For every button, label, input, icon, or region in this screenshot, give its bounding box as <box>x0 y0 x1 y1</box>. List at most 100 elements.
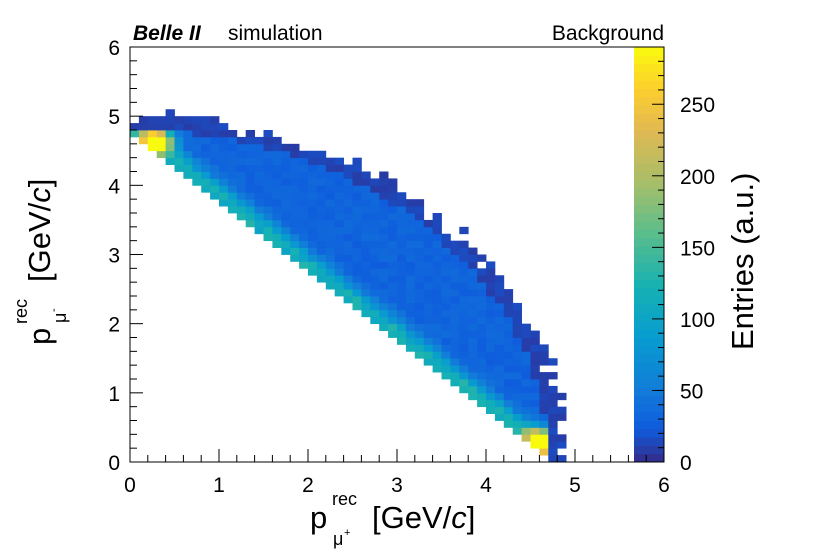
heatmap-cell <box>494 337 505 345</box>
heatmap-cell <box>281 206 291 214</box>
heatmap-cell <box>361 206 371 214</box>
heatmap-cell <box>263 136 273 145</box>
heatmap-cell <box>459 365 469 373</box>
heatmap-cell <box>334 185 344 193</box>
heatmap-cell <box>290 150 300 159</box>
heatmap-cell <box>521 330 531 338</box>
heatmap-cell <box>521 323 531 331</box>
heatmap-cell <box>468 282 478 290</box>
heatmap-cell <box>388 316 398 325</box>
heatmap-cell <box>459 240 469 248</box>
colorbar-band <box>634 154 664 164</box>
heatmap-cell <box>441 282 451 290</box>
heatmap-cell <box>539 420 549 428</box>
heatmap-cell <box>432 302 442 311</box>
heatmap-cell <box>397 337 407 345</box>
colorbar-band <box>634 246 664 255</box>
heatmap-cell <box>183 123 193 131</box>
heatmap-cell <box>130 123 140 131</box>
heatmap-cell <box>308 226 318 235</box>
colorbar-tick-label: 50 <box>680 380 703 403</box>
heatmap-cell <box>379 296 389 304</box>
heatmap-cell <box>397 261 407 269</box>
heatmap-cell <box>334 164 344 172</box>
heatmap-cell <box>414 226 425 235</box>
heatmap-cell <box>423 240 433 248</box>
heatmap-cell <box>299 192 309 200</box>
heatmap-cell <box>281 150 291 159</box>
colorbar-tick-label: 200 <box>680 166 715 189</box>
heatmap-cell <box>316 233 327 242</box>
heatmap-cell <box>352 302 362 311</box>
heatmap-cell <box>236 213 247 221</box>
heatmap-cell <box>423 351 433 359</box>
heatmap-cell <box>201 185 211 193</box>
heatmap-cell <box>379 192 389 200</box>
heatmap-cell <box>423 219 433 228</box>
heatmap-cell <box>486 323 496 331</box>
heatmap-cell <box>468 296 478 304</box>
heatmap-cell <box>192 157 202 165</box>
heatmap-cell <box>254 150 264 159</box>
heatmap-cell <box>521 344 531 352</box>
heatmap-cell <box>503 302 514 311</box>
heatmap-cell <box>539 434 549 442</box>
heatmap-cell <box>486 302 496 311</box>
colorbar-band <box>634 163 664 172</box>
heatmap-cell <box>227 136 238 145</box>
heatmap-cell <box>165 116 175 124</box>
heatmap-cell <box>370 199 380 207</box>
heatmap-cell <box>254 164 264 172</box>
heatmap-cell <box>138 130 149 138</box>
heatmap-cell <box>432 337 442 345</box>
heatmap-cell <box>548 392 558 401</box>
heatmap-cell <box>459 289 469 297</box>
heatmap-cell <box>441 302 451 311</box>
heatmap-cell <box>486 399 496 408</box>
heatmap-cell <box>165 136 175 145</box>
heatmap-cell <box>441 337 451 345</box>
colorbar-tick-label: 250 <box>680 94 715 117</box>
heatmap-cell <box>254 213 264 221</box>
heatmap-cell <box>530 441 540 449</box>
heatmap-cell <box>281 233 291 242</box>
heatmap-cell <box>423 247 433 255</box>
heatmap-cell <box>227 157 238 165</box>
heatmap-cell <box>272 185 282 193</box>
heatmap-cell <box>156 136 166 145</box>
heatmap-cell <box>316 275 327 283</box>
heatmap-cell <box>468 302 478 311</box>
heatmap-cell <box>281 199 291 207</box>
heatmap-cell <box>361 289 371 297</box>
heatmap-cell <box>530 427 540 435</box>
heatmap-cell <box>432 358 442 366</box>
heatmap-cell <box>521 337 531 345</box>
heatmap-cell <box>397 268 407 276</box>
heatmap-cell <box>361 309 371 318</box>
heatmap-cell <box>557 392 567 401</box>
heatmap-cell <box>370 316 380 325</box>
heatmap-cell <box>397 316 407 325</box>
heatmap-cell <box>539 399 549 408</box>
heatmap-cell <box>397 302 407 311</box>
colorbar-ticks: 0 50 100 150 200 250 <box>652 46 715 475</box>
heatmap-cell <box>263 164 273 172</box>
heatmap-cell <box>503 379 514 387</box>
heatmap-cell <box>521 379 531 387</box>
heatmap-cell <box>210 143 220 152</box>
heatmap-cell <box>459 226 469 235</box>
heatmap-cell <box>468 261 478 269</box>
heatmap-cell <box>450 282 460 290</box>
heatmap-cell <box>316 226 327 235</box>
heatmap-cell <box>361 185 371 193</box>
heatmap-cell <box>361 247 371 255</box>
heatmap-cell <box>192 123 202 131</box>
heatmap-cell <box>352 254 362 262</box>
heatmap-cell <box>130 130 140 138</box>
heatmap-cell <box>405 213 416 221</box>
x-axis-title-unit: [GeV/c] <box>372 500 475 535</box>
colorbar-band <box>634 105 664 114</box>
heatmap-cell <box>370 282 380 290</box>
colorbar-band <box>634 71 664 81</box>
heatmap-cell <box>174 130 184 138</box>
